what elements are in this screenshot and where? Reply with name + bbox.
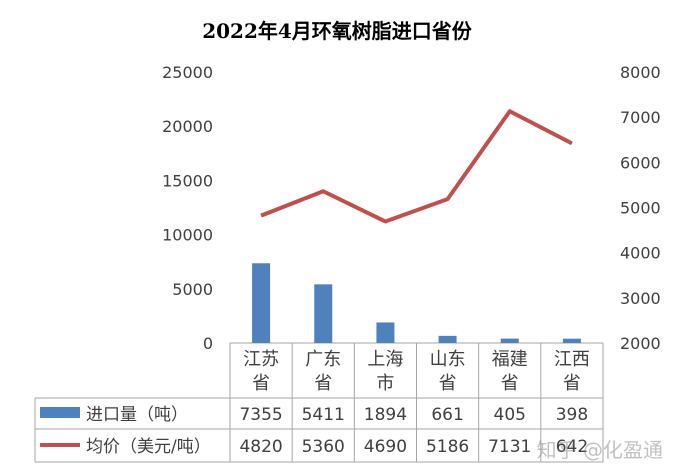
legend-label-bar: 进口量（吨） [86,405,188,425]
table-value: 398 [556,405,588,425]
table-value: 405 [494,405,526,425]
category-label: 江苏 [243,349,279,370]
left-tick-label: 20000 [162,117,213,136]
bar [562,338,581,343]
table-value: 4690 [364,437,407,457]
legend-label-line: 均价（美元/吨） [86,437,211,457]
table-value: 661 [431,405,463,425]
bar [252,263,271,343]
category-label: 广东 [305,349,341,370]
table-value: 7131 [488,437,531,457]
category-label: 省 [563,373,581,394]
right-tick-label: 2000 [620,334,661,353]
category-label: 江西 [554,349,590,370]
right-tick-label: 6000 [620,153,661,172]
bar [314,284,333,343]
right-tick-label: 8000 [620,63,661,82]
table-value: 5360 [302,437,345,457]
category-label: 省 [252,373,270,394]
right-tick-label: 3000 [620,289,661,308]
table-value: 5411 [302,405,345,425]
left-tick-label: 5000 [172,280,213,299]
category-label: 省 [501,373,519,394]
bar [376,322,395,343]
table-value: 642 [556,437,588,457]
legend-key-bar [40,407,80,418]
category-label: 省 [439,373,457,394]
left-tick-label: 0 [203,334,213,353]
category-label: 市 [376,373,394,394]
chart-title: 2022年4月环氧树脂进口省份 [202,19,473,43]
watermark: 知乎 @化盈通 [536,438,663,462]
left-tick-label: 25000 [162,63,213,82]
table-value: 4820 [239,437,282,457]
category-label: 省 [314,373,332,394]
bar [500,338,519,343]
category-label: 上海 [367,349,403,370]
series-line [260,109,573,224]
right-tick-label: 5000 [620,199,661,218]
left-tick-label: 10000 [162,226,213,245]
table-value: 5186 [426,437,469,457]
category-label: 福建 [492,349,528,370]
right-tick-label: 4000 [620,244,661,263]
right-tick-label: 7000 [620,108,661,127]
category-label: 山东 [430,349,466,370]
bar [438,335,457,343]
table-value: 1894 [364,405,407,425]
left-tick-label: 15000 [162,171,213,190]
table-value: 7355 [239,405,282,425]
